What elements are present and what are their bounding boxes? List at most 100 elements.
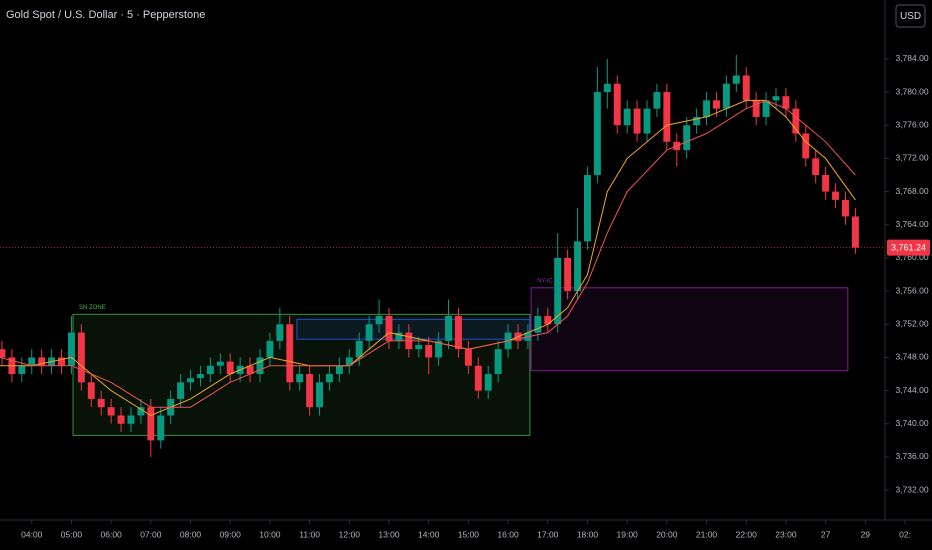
candle-body [782,96,790,109]
x-tick-label: 10:00 [259,529,281,539]
candle-body [266,340,274,358]
candle-body [534,315,542,333]
candle-body [286,324,294,383]
zone-label: NY-IC [537,278,553,284]
candle-body [216,361,224,366]
candle-body [117,415,125,424]
candle-body [703,100,711,117]
candle-body [256,357,264,375]
candle-body [127,415,135,424]
x-tick-label: 02: [899,529,911,539]
candle-body [226,361,234,375]
candle-body [365,324,373,341]
candle-body [643,108,651,134]
y-tick-label: 3,732.00 [895,484,928,494]
y-tick-label: 3,780.00 [895,86,928,96]
candle-body [206,365,214,375]
candle-body [385,315,393,341]
x-tick-label: 12:00 [339,529,361,539]
x-tick-label: 27 [821,529,831,539]
candle-body [841,199,849,217]
candle-body [593,92,601,175]
candle-body [474,365,482,391]
candle-body [464,349,472,366]
candle-body [603,83,611,93]
candle-body [97,398,105,408]
candle-body [77,332,85,383]
candle-body [851,216,859,248]
candle-body [683,125,691,151]
candle-body [633,108,641,134]
candle-body [554,257,562,325]
candle-body [28,357,36,366]
y-tick-label: 3,760.00 [895,252,928,262]
candle-body [742,75,750,101]
candle-body [38,357,46,366]
candle-body [415,345,423,350]
last-price-label: 3,761.24 [891,243,926,253]
candle-body [316,382,324,408]
candle-body [157,415,165,441]
x-tick-label: 15:00 [458,529,480,539]
candle-body [494,349,502,375]
candle-body [375,315,383,325]
x-tick-label: 14:00 [418,529,440,539]
y-tick-label: 3,764.00 [895,219,928,229]
candle-body [107,407,115,416]
x-tick-label: 18:00 [577,529,599,539]
candle-body [18,365,26,375]
candle-body [435,340,443,358]
candle-body [762,100,770,117]
candle-body [712,100,720,109]
candle-body [802,133,810,159]
x-tick-label: 05:00 [61,529,83,539]
y-tick-label: 3,772.00 [895,153,928,163]
x-tick-label: 21:00 [696,529,718,539]
currency-button[interactable] [895,4,926,28]
x-tick-label: 04:00 [21,529,43,539]
y-tick-label: 3,748.00 [895,352,928,362]
candle-body [832,191,840,200]
candle-body [335,365,343,375]
candle-body [454,315,462,350]
x-tick-label: 11:00 [299,529,320,539]
candle-body [345,357,353,366]
candle-body [246,365,254,375]
zone-label: SN ZONE [79,305,106,311]
x-tick-label: 09:00 [220,529,242,539]
candle-body [445,315,453,341]
x-tick-label: 06:00 [101,529,123,539]
y-tick-label: 3,776.00 [895,119,928,129]
y-tick-label: 3,740.00 [895,418,928,428]
y-tick-label: 3,756.00 [895,285,928,295]
candle-body [564,257,572,292]
y-tick-label: 3,736.00 [895,451,928,461]
candle-body [722,83,730,109]
x-tick-label: 19:00 [617,529,639,539]
candle-body [752,100,760,117]
candle-body [67,332,75,366]
x-tick-label: 08:00 [180,529,202,539]
moving-average-line [0,99,856,408]
y-tick-label: 3,752.00 [895,319,928,329]
candle-body [325,374,333,383]
candle-body [0,349,6,358]
candle-body [187,378,195,383]
x-tick-label: 17:00 [537,529,559,539]
currency-label[interactable]: USD [900,11,921,22]
candle-body [58,357,65,366]
candle-body [355,340,363,358]
zone-box [530,287,849,372]
candle-body [812,158,820,175]
candle-body [693,116,701,126]
x-tick-label: 23:00 [775,529,797,539]
candle-body [196,374,204,379]
candle-body [653,92,661,109]
candle-body [822,174,830,192]
x-tick-label: 22:00 [736,529,758,539]
candle-body [276,324,284,341]
candle-body [544,315,552,325]
chart-title: Gold Spot / U.S. Dollar · 5 · Pepperston… [6,9,205,21]
candle-body [177,382,185,399]
